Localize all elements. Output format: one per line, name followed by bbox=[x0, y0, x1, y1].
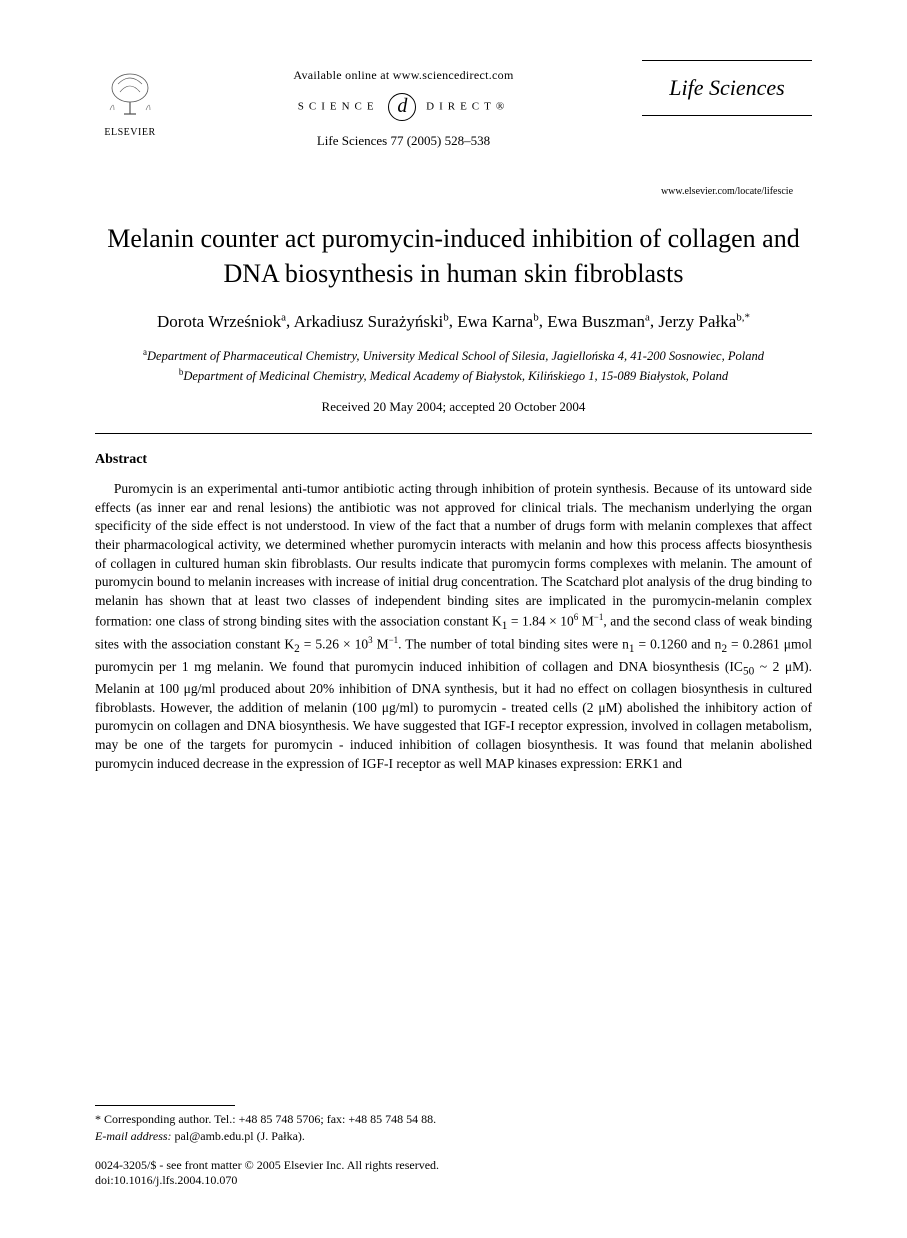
affiliation: aDepartment of Pharmaceutical Chemistry,… bbox=[95, 346, 812, 366]
journal-url: www.elsevier.com/locate/lifescie bbox=[642, 186, 812, 197]
corresponding-email-line: E-mail address: pal@amb.edu.pl (J. Pałka… bbox=[95, 1129, 812, 1144]
elsevier-tree-icon bbox=[95, 70, 165, 127]
page-header: ELSEVIER Available online at www.science… bbox=[95, 60, 812, 197]
author: Jerzy Pałkab,* bbox=[658, 312, 750, 331]
horizontal-rule bbox=[95, 433, 812, 434]
header-center: Available online at www.sciencedirect.co… bbox=[165, 60, 642, 149]
sd-right: DIRECT® bbox=[426, 101, 509, 113]
sd-d-icon: d bbox=[388, 93, 416, 121]
citation-line: Life Sciences 77 (2005) 528–538 bbox=[165, 133, 642, 149]
article-title: Melanin counter act puromycin-induced in… bbox=[95, 221, 812, 291]
doi-line: doi:10.1016/j.lfs.2004.10.070 bbox=[95, 1173, 812, 1188]
copyright-line-1: 0024-3205/$ - see front matter © 2005 El… bbox=[95, 1158, 812, 1173]
journal-name: Life Sciences bbox=[642, 75, 812, 101]
publisher-name: ELSEVIER bbox=[95, 127, 165, 138]
copyright-block: 0024-3205/$ - see front matter © 2005 El… bbox=[95, 1158, 812, 1188]
article-dates: Received 20 May 2004; accepted 20 Octobe… bbox=[95, 399, 812, 415]
available-online-text: Available online at www.sciencedirect.co… bbox=[165, 68, 642, 83]
author: Ewa Buszmana bbox=[547, 312, 650, 331]
abstract-body: Puromycin is an experimental anti-tumor … bbox=[95, 480, 812, 773]
affiliations: aDepartment of Pharmaceutical Chemistry,… bbox=[95, 346, 812, 385]
sd-left: SCIENCE bbox=[298, 101, 379, 113]
affiliation: bDepartment of Medicinal Chemistry, Medi… bbox=[95, 366, 812, 386]
page-footer: * Corresponding author. Tel.: +48 85 748… bbox=[95, 1105, 812, 1188]
journal-title-box: Life Sciences bbox=[642, 60, 812, 116]
author: Ewa Karnab bbox=[457, 312, 539, 331]
corresponding-author: * Corresponding author. Tel.: +48 85 748… bbox=[95, 1112, 812, 1127]
footnote-rule bbox=[95, 1105, 235, 1106]
author: Arkadiusz Surażyńskib bbox=[294, 312, 449, 331]
sciencedirect-logo: SCIENCE d DIRECT® bbox=[298, 93, 509, 121]
author: Dorota Wrześnioka bbox=[157, 312, 286, 331]
email-label: E-mail address: bbox=[95, 1129, 172, 1143]
elsevier-logo: ELSEVIER bbox=[95, 70, 165, 138]
author-list: Dorota Wrześnioka, Arkadiusz Surażyńskib… bbox=[95, 311, 812, 332]
header-right: Life Sciences www.elsevier.com/locate/li… bbox=[642, 60, 812, 197]
email-value: pal@amb.edu.pl (J. Pałka). bbox=[175, 1129, 305, 1143]
abstract-heading: Abstract bbox=[95, 452, 812, 468]
